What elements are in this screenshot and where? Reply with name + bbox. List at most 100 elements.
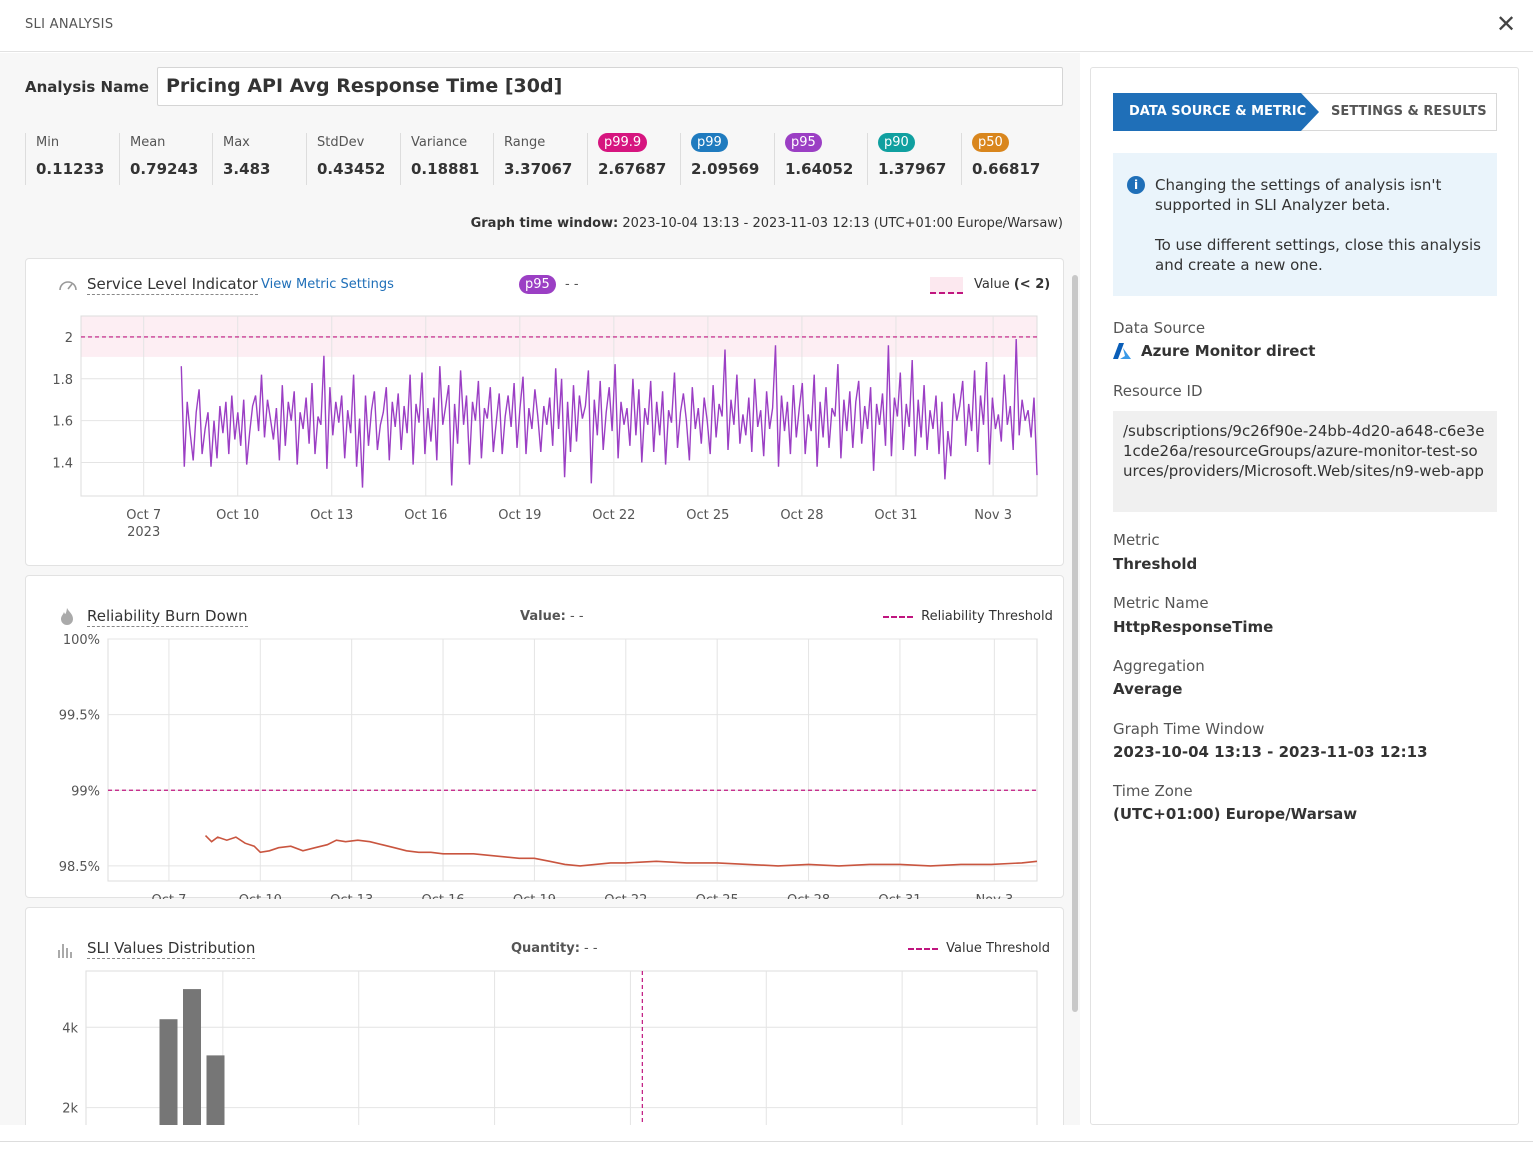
- time-zone-value: (UTC+01:00) Europe/Warsaw: [1113, 805, 1358, 823]
- analysis-name-label: Analysis Name: [25, 78, 150, 96]
- x-tick-label: Oct 25: [696, 893, 739, 899]
- aggregation-label: Aggregation: [1113, 657, 1205, 675]
- tab-bar: DATA SOURCE & METRIC SETTINGS & RESULTS: [1113, 93, 1497, 131]
- burn-down-value-label: Value:: [520, 609, 566, 624]
- percentile-badge: p90: [878, 133, 915, 152]
- y-tick-label: 1.8: [52, 373, 73, 388]
- y-tick-label: 1.6: [52, 415, 73, 430]
- quantity-value: - -: [584, 941, 598, 956]
- y-tick-label: 100%: [63, 633, 100, 648]
- tab-settings-results[interactable]: SETTINGS & RESULTS: [1331, 104, 1487, 119]
- modal-header: SLI ANALYSIS ✕: [0, 0, 1533, 52]
- x-tick-label: Oct 10: [239, 893, 282, 899]
- legend-threshold-swatch: [930, 277, 963, 294]
- stat-value: 3.483: [223, 160, 271, 178]
- speedometer-icon: [59, 281, 77, 291]
- stat-mean: Mean 0.79243: [119, 133, 198, 185]
- burn-down-title[interactable]: Reliability Burn Down: [87, 607, 248, 627]
- x-tick-label: Oct 28: [780, 508, 823, 523]
- distribution-quantity: Quantity: - -: [511, 941, 598, 956]
- quantity-label: Quantity:: [511, 941, 580, 956]
- x-tick-label: Oct 16: [404, 508, 447, 523]
- time-window-label: Graph time window:: [470, 216, 619, 231]
- distribution-chart: 4k 2k: [62, 970, 1038, 1125]
- stat-value: 0.11233: [36, 160, 105, 178]
- stat-p95: p95 1.64052: [774, 133, 853, 185]
- histogram-bar: [183, 989, 201, 1125]
- y-tick-label: 4k: [62, 1021, 78, 1036]
- details-panel: DATA SOURCE & METRIC SETTINGS & RESULTS …: [1090, 67, 1519, 1125]
- stat-label: p50: [972, 133, 1040, 153]
- percentile-badge: p50: [972, 133, 1009, 152]
- metric-value: Threshold: [1113, 555, 1198, 573]
- stat-max: Max 3.483: [212, 133, 270, 185]
- x-tick-label: Nov 3: [974, 508, 1012, 523]
- y-tick-label: 99.5%: [59, 709, 100, 724]
- sli-card: Service Level Indicator View Metric Sett…: [25, 258, 1064, 566]
- sli-card-title[interactable]: Service Level Indicator: [87, 275, 258, 295]
- plot-frame: [85, 970, 1038, 1125]
- tab-data-source-metric[interactable]: DATA SOURCE & METRIC: [1113, 93, 1319, 131]
- scrollbar[interactable]: [1072, 275, 1078, 1012]
- metric-name-label: Metric Name: [1113, 594, 1209, 612]
- stat-range: Range 3.37067: [493, 133, 572, 185]
- stat-stddev: StdDev 0.43452: [306, 133, 385, 185]
- distribution-card: SLI Values Distribution Quantity: - - Va…: [25, 907, 1064, 1125]
- y-tick-label: 2: [65, 331, 73, 346]
- data-source-value: Azure Monitor direct: [1141, 342, 1316, 360]
- resource-id-label: Resource ID: [1113, 382, 1203, 400]
- y-tick-label: 1.4: [52, 457, 73, 472]
- x-tick-label: Oct 28: [787, 893, 830, 899]
- x-tick-label: Oct 25: [686, 508, 729, 523]
- percentile-badge: p99: [691, 133, 728, 152]
- x-tick-label: Oct 7: [126, 508, 161, 523]
- sli-chart: Oct 7 2023 Oct 10 Oct 13 Oct 16 Oct 19 Oct 22 O…: [52, 315, 1038, 540]
- sli-percentile-badge: p95: [519, 275, 556, 294]
- stat-label: StdDev: [317, 135, 365, 150]
- close-icon[interactable]: ✕: [1495, 10, 1517, 38]
- analysis-name-field[interactable]: Pricing API Avg Response Time [30d]: [157, 67, 1063, 106]
- data-source-label: Data Source: [1113, 319, 1206, 337]
- info-text-2: To use different settings, close this an…: [1155, 236, 1481, 274]
- burn-down-value: Value: - -: [520, 609, 584, 624]
- x-tick-label: Oct 31: [874, 508, 917, 523]
- stat-p50: p50 0.66817: [961, 133, 1040, 185]
- fire-icon: [61, 608, 73, 625]
- time-zone-label: Time Zone: [1113, 782, 1193, 800]
- modal-title: SLI ANALYSIS: [25, 17, 114, 32]
- legend-value-label: Value: [974, 277, 1010, 292]
- histogram-icon: [58, 944, 72, 958]
- x-tick-label: Oct 13: [310, 508, 353, 523]
- stat-label: Max: [223, 135, 250, 150]
- info-box: i Changing the settings of analysis isn'…: [1113, 153, 1497, 296]
- time-window-value: 2023-10-04 13:13 - 2023-11-03 12:13 (UTC…: [622, 216, 1063, 231]
- stat-label: Mean: [130, 135, 166, 150]
- stat-p99: p99 2.09569: [680, 133, 759, 185]
- distribution-title[interactable]: SLI Values Distribution: [87, 939, 256, 959]
- histogram-bar: [159, 1019, 178, 1125]
- y-tick-label: 99%: [71, 784, 100, 799]
- view-metric-settings-link[interactable]: View Metric Settings: [261, 277, 394, 292]
- azure-icon: [1113, 343, 1131, 359]
- stat-value: 0.43452: [317, 160, 386, 178]
- legend-value: Value (< 2): [974, 277, 1050, 292]
- x-tick-label: Oct 22: [604, 893, 647, 899]
- stat-value: 0.79243: [130, 160, 199, 178]
- stat-value: 2.67687: [598, 160, 667, 178]
- stat-value: 1.64052: [785, 160, 854, 178]
- x-tick-label: Oct 31: [878, 893, 921, 899]
- graph-time-window-value: 2023-10-04 13:13 - 2023-11-03 12:13: [1113, 743, 1428, 761]
- graph-time-window: Graph time window: 2023-10-04 13:13 - 20…: [471, 216, 1063, 231]
- stat-value: 0.18881: [411, 160, 480, 178]
- stat-value: 0.66817: [972, 160, 1041, 178]
- burn-down-series-line: [204, 835, 1038, 867]
- legend-dash: [908, 947, 938, 950]
- stat-p99-9: p99.9 2.67687: [587, 133, 666, 185]
- x-tick-label: Oct 13: [330, 893, 373, 899]
- x-tick-label: Oct 7: [151, 893, 186, 899]
- value-threshold-legend: Value Threshold: [908, 941, 1050, 956]
- info-icon: i: [1127, 176, 1145, 194]
- footer-divider: [0, 1141, 1533, 1142]
- reliability-threshold-legend: Reliability Threshold: [883, 609, 1053, 624]
- x-tick-label: Oct 19: [513, 893, 556, 899]
